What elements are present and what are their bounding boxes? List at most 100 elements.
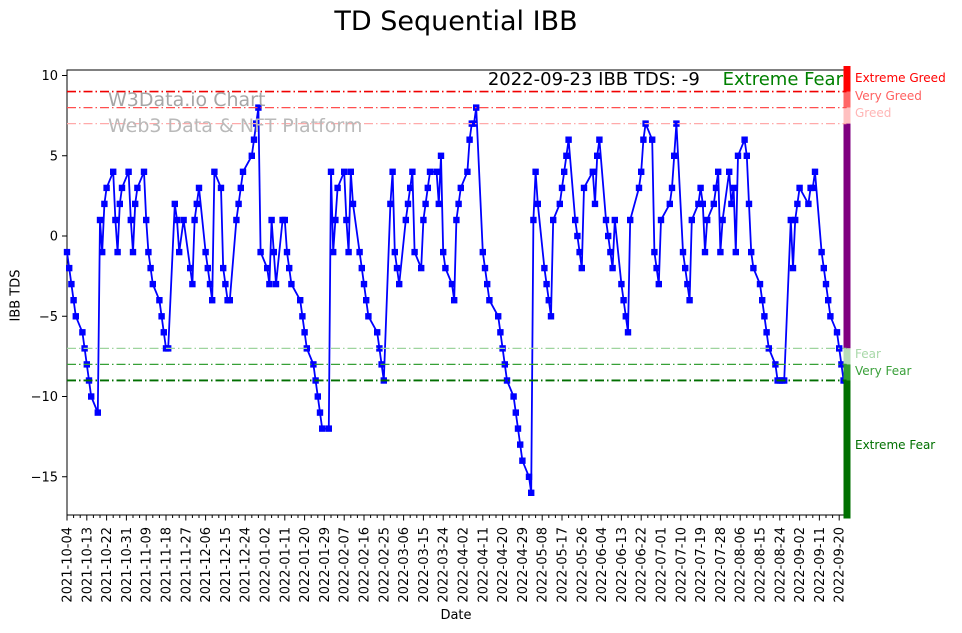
tds-marker (396, 280, 403, 288)
y-tick-label: −15 (31, 470, 58, 485)
tds-marker (558, 184, 566, 192)
tds-marker (160, 329, 167, 336)
tds-marker (545, 297, 552, 304)
tds-marker (374, 329, 381, 336)
tds-marker (712, 184, 720, 192)
tds-marker (686, 297, 693, 304)
tds-marker (820, 264, 827, 272)
tds-marker (171, 200, 178, 208)
tds-marker (671, 152, 678, 159)
tds-marker (206, 280, 214, 288)
tds-marker (204, 264, 211, 272)
tds-marker (470, 120, 478, 127)
tds-marker (717, 248, 724, 256)
tds-marker (484, 280, 491, 288)
tds-marker (211, 168, 218, 175)
level-label-fear: Fear (855, 347, 881, 361)
tds-marker (448, 280, 456, 288)
tds-marker (411, 248, 418, 256)
x-tick-label: 2022-06-13 (615, 527, 630, 603)
tds-marker (695, 200, 702, 208)
tds-marker (266, 280, 273, 288)
sentiment-bar-extreme-fear (843, 380, 851, 519)
tds-marker (99, 248, 106, 256)
x-tick-label: 2022-08-24 (773, 527, 788, 603)
tds-marker (248, 152, 255, 159)
x-tick-label: 2022-05-17 (556, 527, 571, 603)
tds-marker (673, 120, 680, 127)
tds-marker (756, 280, 764, 288)
x-tick-label: 2022-07-10 (674, 527, 689, 603)
tds-marker (666, 200, 673, 208)
tds-marker (530, 216, 537, 224)
tds-marker (453, 216, 460, 224)
tds-marker (343, 216, 350, 224)
tds-marker (299, 313, 306, 320)
x-axis-label: Date (440, 608, 472, 623)
tds-marker (701, 248, 709, 256)
y-tick-label: 0 (50, 230, 58, 245)
tds-marker (356, 248, 363, 256)
sentiment-bar-greed (843, 107, 851, 124)
tds-marker (301, 329, 308, 336)
tds-marker (132, 200, 139, 208)
level-label-very-fear: Very Fear (855, 364, 912, 378)
x-tick-label: 2021-10-13 (80, 527, 95, 603)
tds-marker (611, 216, 618, 224)
tds-marker (734, 152, 742, 159)
tds-marker (561, 168, 568, 175)
tds-marker (316, 409, 324, 416)
level-label-greed: Greed (855, 106, 892, 120)
tds-marker (730, 184, 737, 192)
tds-marker (550, 216, 557, 224)
tds-marker (288, 280, 295, 288)
x-tick-label: 2022-02-25 (377, 527, 392, 603)
tds-marker (68, 280, 75, 288)
tds-marker (129, 248, 137, 256)
tds-marker (486, 297, 493, 304)
tds-marker (127, 216, 134, 224)
x-tick-label: 2022-01-02 (259, 527, 274, 603)
tds-marker (627, 216, 634, 224)
y-tick-label: −5 (39, 310, 58, 325)
x-tick-label: 2022-07-19 (694, 527, 709, 603)
tds-marker (466, 136, 473, 143)
tds-marker (264, 264, 271, 272)
tds-marker (217, 184, 225, 192)
tds-marker (532, 168, 539, 175)
tds-marker (605, 232, 612, 240)
tds-marker (833, 329, 841, 336)
tds-marker (750, 264, 757, 272)
tds-marker (116, 200, 123, 208)
x-tick-label: 2022-02-07 (338, 527, 353, 603)
tds-marker (325, 425, 332, 432)
x-tick-label: 2022-09-20 (833, 527, 848, 603)
page-title: TD Sequential IBB (334, 6, 578, 37)
tds-marker (147, 264, 154, 272)
tds-marker (534, 200, 541, 208)
tds-marker (657, 216, 665, 224)
tds-marker (827, 313, 834, 320)
watermark-line2: Web3 Data & NFT Platform (108, 115, 363, 137)
x-tick-label: 2022-09-11 (813, 527, 828, 603)
tds-marker (655, 280, 662, 288)
tds-marker (697, 184, 704, 192)
tds-marker (591, 200, 599, 208)
tds-marker (794, 200, 801, 208)
tds-marker (805, 200, 812, 208)
x-tick-label: 2021-11-18 (160, 527, 175, 603)
tds-marker (250, 136, 258, 143)
tds-marker (528, 489, 535, 496)
tds-marker (418, 264, 425, 272)
x-tick-label: 2021-12-24 (239, 527, 254, 603)
tds-marker (772, 361, 779, 368)
x-tick-label: 2022-02-16 (358, 527, 373, 603)
tds-marker (420, 216, 427, 224)
tds-marker (455, 200, 462, 208)
tds-marker (510, 393, 517, 400)
tds-marker (134, 184, 141, 192)
tds-marker (745, 200, 753, 208)
x-tick-label: 2021-11-27 (179, 527, 194, 603)
tds-marker (838, 361, 845, 368)
